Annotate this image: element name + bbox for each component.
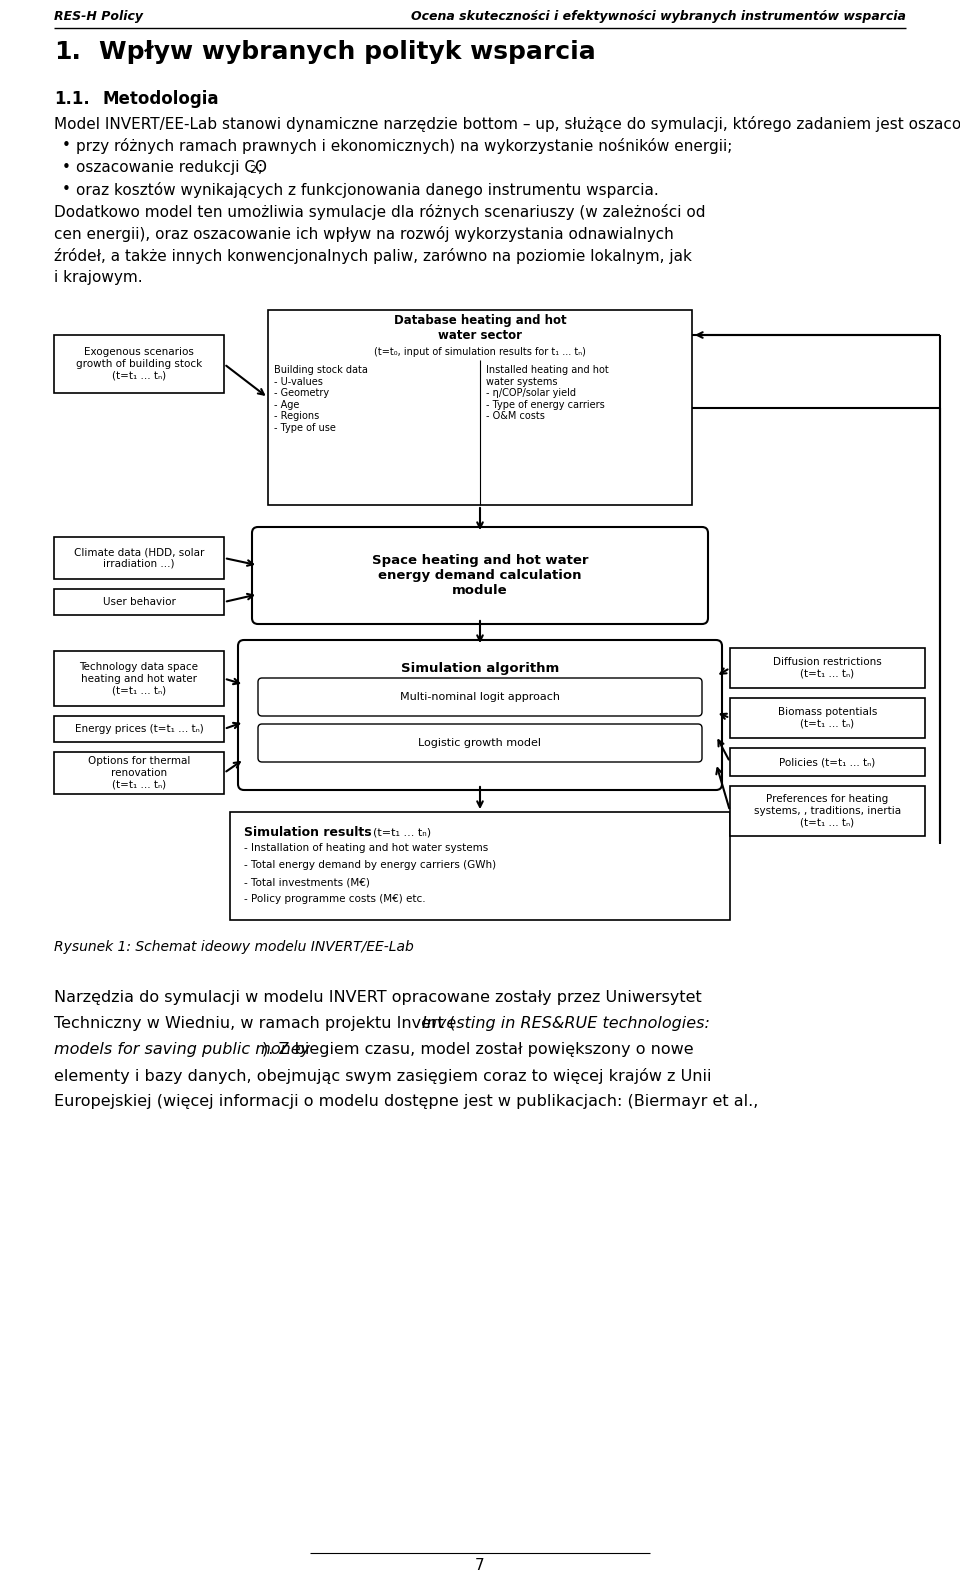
Text: Techniczny w Wiedniu, w ramach projektu Invert (: Techniczny w Wiedniu, w ramach projektu … <box>54 1016 455 1031</box>
Text: Policies (t=t₁ ... tₙ): Policies (t=t₁ ... tₙ) <box>780 757 876 768</box>
FancyBboxPatch shape <box>258 723 702 761</box>
Text: Diffusion restrictions
(t=t₁ ... tₙ): Diffusion restrictions (t=t₁ ... tₙ) <box>773 657 882 679</box>
Text: oraz kosztów wynikających z funkcjonowania danego instrumentu wsparcia.: oraz kosztów wynikających z funkcjonowan… <box>76 182 659 198</box>
Text: - Total investments (M€): - Total investments (M€) <box>244 877 370 886</box>
Text: Ocena skuteczności i efektywności wybranych instrumentów wsparcia: Ocena skuteczności i efektywności wybran… <box>411 9 906 24</box>
Text: elementy i bazy danych, obejmując swym zasięgiem coraz to więcej krajów z Unii: elementy i bazy danych, obejmując swym z… <box>54 1069 711 1084</box>
Text: Technology data space
heating and hot water
(t=t₁ ... tₙ): Technology data space heating and hot wa… <box>80 662 199 695</box>
Bar <box>268 310 692 505</box>
Text: (t=t₁ ... tₙ): (t=t₁ ... tₙ) <box>366 826 431 837</box>
Text: Database heating and hot
water sector: Database heating and hot water sector <box>394 313 566 342</box>
Text: Climate data (HDD, solar
irradiation ...): Climate data (HDD, solar irradiation ...… <box>74 548 204 568</box>
Text: Logistic growth model: Logistic growth model <box>419 738 541 749</box>
Text: Exogenous scenarios
growth of building stock
(t=t₁ ... tₙ): Exogenous scenarios growth of building s… <box>76 347 203 380</box>
Text: Wpływ wybranych polityk wsparcia: Wpływ wybranych polityk wsparcia <box>99 40 596 63</box>
FancyBboxPatch shape <box>252 527 708 624</box>
Text: oszacowanie redukcji CO: oszacowanie redukcji CO <box>76 160 267 176</box>
Text: cen energii), oraz oszacowanie ich wpływ na rozwój wykorzystania odnawialnych: cen energii), oraz oszacowanie ich wpływ… <box>54 226 674 242</box>
Text: (t=t₀, input of simulation results for t₁ ... tₙ): (t=t₀, input of simulation results for t… <box>374 347 586 358</box>
Text: 2: 2 <box>249 165 256 176</box>
Bar <box>730 749 925 776</box>
Text: ;: ; <box>258 160 263 176</box>
Text: Building stock data
- U-values
- Geometry
- Age
- Regions
- Type of use: Building stock data - U-values - Geometr… <box>274 366 368 434</box>
Text: 1.: 1. <box>54 40 81 63</box>
Text: przy różnych ramach prawnych i ekonomicznych) na wykorzystanie nośników energii;: przy różnych ramach prawnych i ekonomicz… <box>76 138 732 154</box>
Text: Rysunek 1: Schemat ideowy modelu INVERT/EE-Lab: Rysunek 1: Schemat ideowy modelu INVERT/… <box>54 940 414 955</box>
Text: - Policy programme costs (M€) etc.: - Policy programme costs (M€) etc. <box>244 894 425 904</box>
Bar <box>54 336 224 393</box>
Text: Energy prices (t=t₁ ... tₙ): Energy prices (t=t₁ ... tₙ) <box>75 723 204 735</box>
Text: User behavior: User behavior <box>103 597 176 606</box>
Text: 7: 7 <box>475 1558 485 1574</box>
Text: Biomass potentials
(t=t₁ ... tₙ): Biomass potentials (t=t₁ ... tₙ) <box>778 708 877 728</box>
Text: •: • <box>62 138 71 154</box>
Text: models for saving public money: models for saving public money <box>54 1042 310 1057</box>
Text: RES-H Policy: RES-H Policy <box>54 9 143 24</box>
Text: •: • <box>62 160 71 176</box>
Text: Simulation results: Simulation results <box>244 825 372 839</box>
Text: Dodatkowo model ten umożliwia symulacje dla różnych scenariuszy (w zależności od: Dodatkowo model ten umożliwia symulacje … <box>54 204 706 220</box>
Text: Space heating and hot water
energy demand calculation
module: Space heating and hot water energy deman… <box>372 554 588 597</box>
Text: Multi-nominal logit approach: Multi-nominal logit approach <box>400 692 560 701</box>
Bar <box>730 698 925 738</box>
FancyBboxPatch shape <box>238 640 722 790</box>
Bar <box>54 537 224 579</box>
Text: Metodologia: Metodologia <box>102 90 219 108</box>
Text: Model INVERT/EE-Lab stanowi dynamiczne narzędzie bottom – up, służące do symulac: Model INVERT/EE-Lab stanowi dynamiczne n… <box>54 116 960 131</box>
Bar <box>54 589 224 616</box>
Text: Europejskiej (więcej informacji o modelu dostępne jest w publikacjach: (Biermayr: Europejskiej (więcej informacji o modelu… <box>54 1094 758 1110</box>
Text: i krajowym.: i krajowym. <box>54 271 143 285</box>
Text: Narzędzia do symulacji w modelu INVERT opracowane zostały przez Uniwersytet: Narzędzia do symulacji w modelu INVERT o… <box>54 989 702 1005</box>
Bar <box>54 651 224 706</box>
Text: 1.1.: 1.1. <box>54 90 89 108</box>
Bar <box>54 752 224 795</box>
Bar <box>730 787 925 836</box>
Text: - Installation of heating and hot water systems: - Installation of heating and hot water … <box>244 844 489 853</box>
Bar <box>230 812 730 920</box>
Text: Investing in RES&RUE technologies:: Investing in RES&RUE technologies: <box>422 1016 709 1031</box>
Bar <box>730 647 925 689</box>
Text: •: • <box>62 182 71 196</box>
FancyBboxPatch shape <box>258 678 702 716</box>
Bar <box>54 716 224 742</box>
Text: Installed heating and hot
water systems
- η/COP/solar yield
- Type of energy car: Installed heating and hot water systems … <box>486 366 609 421</box>
Text: Preferences for heating
systems, , traditions, inertia
(t=t₁ ... tₙ): Preferences for heating systems, , tradi… <box>754 795 901 828</box>
Text: Options for thermal
renovation
(t=t₁ ... tₙ): Options for thermal renovation (t=t₁ ...… <box>87 757 190 790</box>
Text: Simulation algorithm: Simulation algorithm <box>401 662 559 674</box>
Text: źródeł, a także innych konwencjonalnych paliw, zarówno na poziomie lokalnym, jak: źródeł, a także innych konwencjonalnych … <box>54 249 692 264</box>
Text: - Total energy demand by energy carriers (GWh): - Total energy demand by energy carriers… <box>244 860 496 871</box>
Text: ). Z biegiem czasu, model został powiększony o nowe: ). Z biegiem czasu, model został powięks… <box>262 1042 694 1057</box>
